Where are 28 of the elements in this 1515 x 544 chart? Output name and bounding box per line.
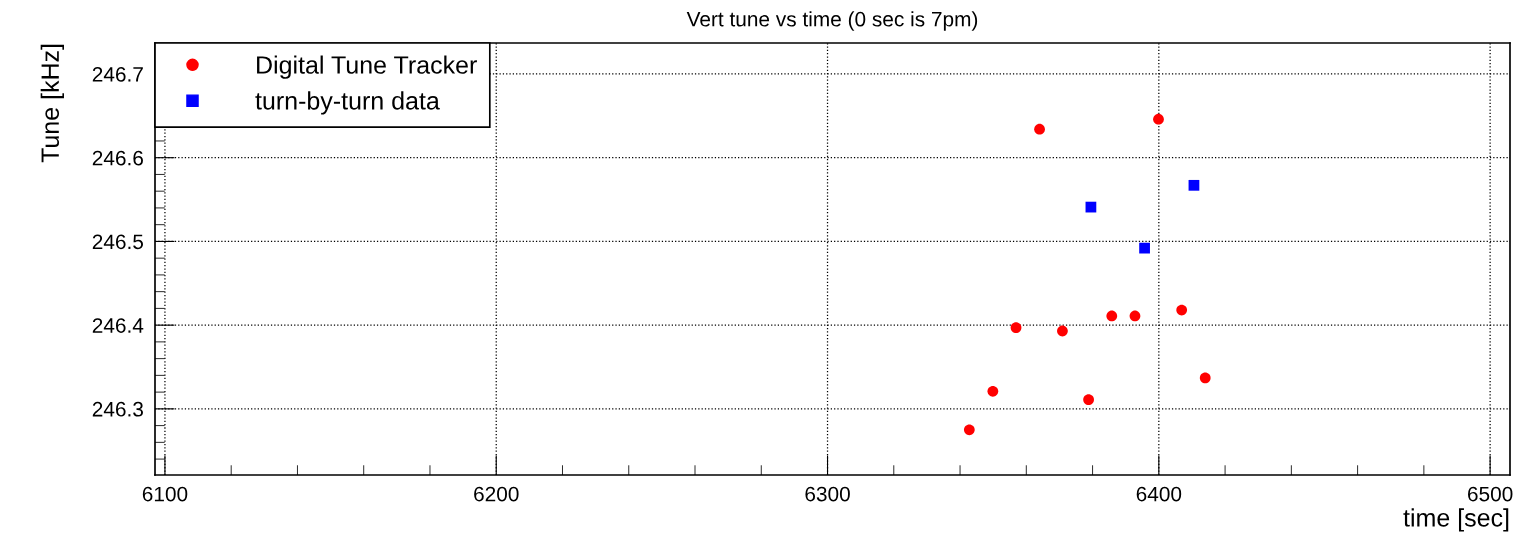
point [1188, 179, 1200, 191]
x-tick-label: 6500 [1468, 486, 1513, 502]
point [1139, 242, 1150, 254]
x-tick-label: 6100 [142, 486, 188, 502]
legend-label: turn-by-turn data [255, 91, 440, 115]
point [1129, 310, 1141, 322]
y-axis-title: Tune [kHz] [40, 44, 64, 163]
point [1176, 304, 1188, 316]
point [1010, 322, 1022, 334]
y-tick-label: 246.5 [92, 234, 144, 250]
y-tick-label: 246.6 [92, 150, 143, 166]
y-tick-label: 246.7 [92, 66, 143, 82]
y-tick-label: 246.4 [92, 318, 144, 333]
point [1083, 394, 1094, 406]
point [1034, 123, 1045, 135]
x-axis-title: time [sec] [1403, 508, 1509, 532]
point [1153, 113, 1164, 125]
point [987, 385, 999, 397]
point [1057, 325, 1068, 337]
point [1199, 372, 1211, 384]
x-tick-label: 6400 [1136, 486, 1182, 502]
chart-title: Vert tune vs time (0 sec is 7pm) [686, 11, 978, 31]
y-tick-label: 246.3 [92, 401, 143, 417]
point [963, 424, 975, 436]
point [1106, 310, 1118, 322]
legend-label: Digital Tune Tracker [257, 55, 477, 79]
x-tick-label: 6300 [805, 486, 850, 502]
x-tick-label: 6200 [474, 486, 519, 502]
